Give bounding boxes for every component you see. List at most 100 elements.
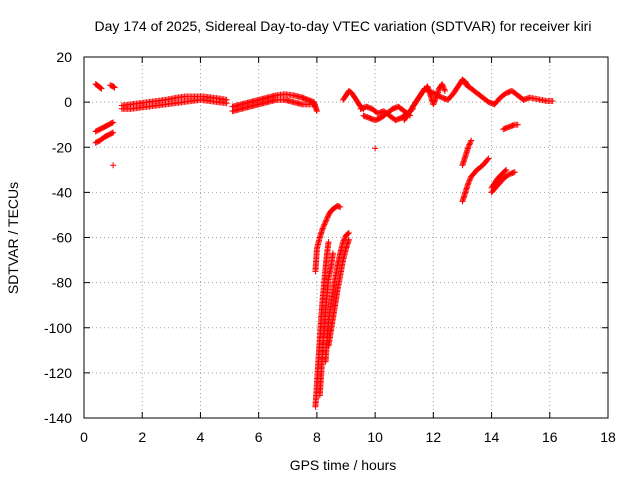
- data-point: [511, 169, 518, 176]
- data-point: [467, 138, 474, 145]
- x-tick-label: 18: [600, 429, 616, 445]
- x-tick-label: 12: [426, 429, 442, 445]
- data-point: [432, 97, 439, 104]
- data-point: [439, 82, 446, 89]
- data-point: [323, 217, 330, 224]
- data-point: [440, 83, 447, 90]
- data-point: [466, 177, 473, 184]
- series-band-e: [299, 94, 320, 115]
- series-late-1: [462, 81, 556, 108]
- data-point: [514, 121, 521, 128]
- data-point: [109, 119, 116, 126]
- data-point: [111, 84, 118, 91]
- x-tick-label: 0: [80, 429, 88, 445]
- data-point: [337, 204, 344, 211]
- data-point: [549, 97, 556, 104]
- x-tick-label: 2: [138, 429, 146, 445]
- y-tick-label: -20: [52, 139, 72, 155]
- x-tick-label: 8: [313, 429, 321, 445]
- data-point: [465, 180, 472, 187]
- data-point: [430, 100, 437, 107]
- data-point: [319, 225, 326, 232]
- x-tick-label: 14: [484, 429, 500, 445]
- series-mid-3: [360, 103, 414, 124]
- series-early-3: [92, 129, 117, 146]
- data-point: [441, 86, 448, 93]
- data-point: [110, 83, 117, 90]
- data-point: [324, 214, 331, 221]
- data-point: [439, 81, 446, 88]
- series-early-0: [92, 81, 105, 92]
- data-point: [321, 221, 328, 228]
- data-point: [344, 230, 351, 237]
- data-point: [502, 167, 509, 174]
- data-point: [313, 108, 320, 115]
- series-band-b: [118, 96, 230, 112]
- series-early-1: [107, 82, 118, 91]
- data-point: [484, 156, 491, 163]
- y-tick-label: 20: [56, 49, 72, 65]
- y-tick-label: -100: [44, 320, 72, 336]
- data-point: [468, 137, 475, 144]
- data-point: [109, 130, 116, 137]
- data-point: [341, 234, 348, 241]
- data-point: [465, 144, 472, 151]
- data-point: [430, 101, 437, 108]
- data-point: [110, 162, 117, 169]
- data-point: [325, 239, 332, 246]
- grid-lines: [84, 57, 608, 418]
- data-point: [323, 215, 330, 222]
- series-late-6: [500, 121, 521, 133]
- y-tick-label: -60: [52, 230, 72, 246]
- data-point: [110, 83, 117, 90]
- data-point: [97, 84, 104, 91]
- y-tick-label: -40: [52, 184, 72, 200]
- y-tick-label: -120: [44, 365, 72, 381]
- series-early-2: [92, 119, 117, 135]
- series-late-2: [459, 137, 475, 169]
- y-tick-label: -80: [52, 275, 72, 291]
- data-points: [92, 76, 556, 410]
- data-point: [98, 85, 105, 92]
- data-point: [320, 222, 327, 229]
- data-point: [110, 129, 117, 136]
- x-tick-label: 4: [197, 429, 205, 445]
- y-tick-label: -140: [44, 410, 72, 426]
- data-point: [345, 229, 352, 236]
- data-point: [467, 140, 474, 147]
- data-point: [441, 87, 448, 94]
- data-point: [110, 119, 117, 126]
- series-early-4: [110, 162, 117, 169]
- data-point: [322, 218, 329, 225]
- data-point: [440, 85, 447, 92]
- x-tick-label: 16: [542, 429, 558, 445]
- data-point: [223, 100, 230, 107]
- chart-title: Day 174 of 2025, Sidereal Day-to-day VTE…: [95, 18, 592, 34]
- data-point: [97, 85, 104, 92]
- series-late-5: [488, 166, 510, 191]
- data-point: [503, 166, 510, 173]
- series-late-3: [459, 155, 492, 205]
- axis-ticks: 0 2 4 6 8 10 12 14 16 18 20 0 -20 -40 -60 -80 -100 -120 -1…: [44, 49, 616, 445]
- x-axis-label: GPS time / hours: [290, 457, 397, 473]
- data-point: [372, 145, 379, 152]
- series-dip-5: [325, 236, 352, 349]
- data-point: [431, 98, 438, 105]
- y-axis-label: SDTVAR / TECUs: [5, 182, 21, 294]
- data-point: [320, 224, 327, 231]
- series-mid-1: [340, 87, 367, 112]
- data-point: [466, 141, 473, 148]
- series-mid-6: [409, 76, 472, 110]
- data-point: [465, 178, 472, 185]
- data-point: [329, 250, 336, 257]
- data-point: [345, 236, 352, 243]
- series-band-a: [118, 93, 230, 109]
- data-point: [467, 176, 474, 183]
- data-point: [485, 155, 492, 162]
- x-tick-label: 10: [367, 429, 383, 445]
- series-dip-1: [312, 202, 344, 275]
- x-tick-label: 6: [255, 429, 263, 445]
- data-point: [322, 220, 329, 227]
- series-mid-4: [372, 145, 379, 152]
